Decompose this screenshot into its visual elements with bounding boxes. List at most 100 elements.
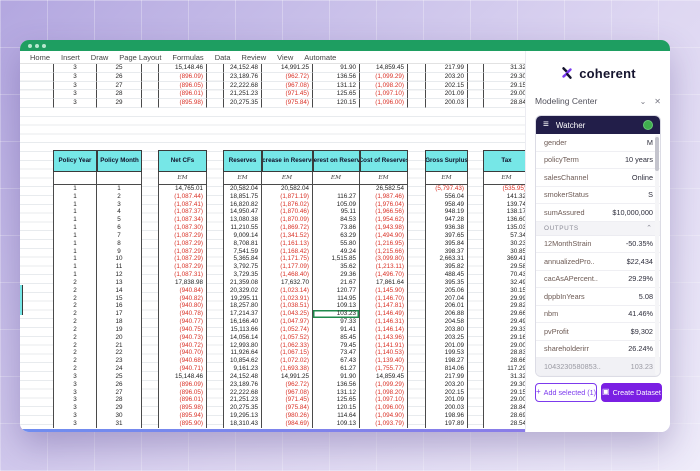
cell-policy-year[interactable]: 3 xyxy=(53,72,97,82)
cell-policy-year[interactable]: 2 xyxy=(53,349,97,358)
cell-tax[interactable]: 28.83 xyxy=(483,349,525,358)
watcher-input-row[interactable]: policyTerm 10 years xyxy=(536,152,660,169)
cell-increase-reserves[interactable]: (1,468.40) xyxy=(262,271,313,279)
cell-net-cfs[interactable]: (1,087.34) xyxy=(158,216,207,225)
cell-gross-surplus[interactable]: (5,797.43) xyxy=(425,185,468,193)
menu-tab[interactable]: Automate xyxy=(304,52,337,62)
watcher-output-row[interactable]: 12MonthStrain -50.35% xyxy=(536,236,660,253)
cell-cost-reserves[interactable]: 17,861.64 xyxy=(360,278,408,287)
cell-reserves[interactable]: 9,009.14 xyxy=(223,231,262,240)
cell-increase-reserves[interactable]: (1,870.46) xyxy=(262,208,313,217)
cell-cost-reserves[interactable]: (1,099.29) xyxy=(360,380,408,389)
cell-reserves[interactable]: 13,080.38 xyxy=(223,216,262,225)
cell-increase-reserves[interactable]: (962.72) xyxy=(262,380,313,389)
cell-tax[interactable]: 29.16 xyxy=(483,333,525,342)
cell-increase-reserves[interactable]: (1,038.51) xyxy=(262,302,313,311)
cell-policy-month[interactable]: 15 xyxy=(97,294,142,303)
cell-tax[interactable]: 30.85 xyxy=(483,247,525,256)
cell-tax[interactable]: 31.32 xyxy=(483,64,525,73)
menu-tab[interactable]: Review xyxy=(241,52,267,62)
cell-interest-reserves[interactable]: 61.27 xyxy=(313,365,360,373)
cell-interest-reserves[interactable]: 103.23 xyxy=(313,310,360,319)
cell-interest-reserves[interactable]: 1,515.85 xyxy=(313,255,360,264)
cell-cost-reserves[interactable]: (1,094.90) xyxy=(360,412,408,420)
cell-reserves[interactable]: 14,950.47 xyxy=(223,208,262,217)
cell-gross-surplus[interactable]: 203.25 xyxy=(425,333,468,342)
cell-reserves[interactable]: 12,993.80 xyxy=(223,341,262,350)
cell-reserves[interactable]: 19,295.11 xyxy=(223,294,262,303)
cell-net-cfs[interactable]: (1,087.41) xyxy=(158,200,207,209)
watcher-input-row[interactable]: salesChannel Online xyxy=(536,169,660,187)
menu-tab[interactable]: Insert xyxy=(61,52,80,62)
chevron-up-icon[interactable]: ⌃ xyxy=(646,225,652,232)
cell-gross-surplus[interactable]: 948.19 xyxy=(425,208,468,217)
cell-tax[interactable]: 136.60 xyxy=(483,216,525,225)
cell-policy-month[interactable]: 28 xyxy=(97,90,142,100)
cell-policy-month[interactable]: 3 xyxy=(97,200,142,209)
cell-policy-year[interactable]: 1 xyxy=(53,200,97,209)
cell-increase-reserves[interactable]: (1,869.72) xyxy=(262,224,313,232)
cell-interest-reserves[interactable]: 116.27 xyxy=(313,192,360,201)
cell-gross-surplus[interactable]: 197.89 xyxy=(425,419,468,428)
cell-cost-reserves[interactable]: (1,141.91) xyxy=(360,341,408,350)
hamburger-icon[interactable]: ≡ xyxy=(543,119,549,130)
cell-policy-year[interactable]: 3 xyxy=(53,372,97,381)
cell-gross-surplus[interactable]: 398.37 xyxy=(425,247,468,256)
cell-policy-month[interactable]: 18 xyxy=(97,318,142,326)
cell-interest-reserves[interactable]: 109.13 xyxy=(313,419,360,428)
cell-interest-reserves[interactable]: 105.09 xyxy=(313,200,360,209)
cell-policy-month[interactable]: 23 xyxy=(97,357,142,366)
cell-tax[interactable]: 139.74 xyxy=(483,200,525,209)
cell-increase-reserves[interactable]: (1,023.14) xyxy=(262,286,313,295)
cell-increase-reserves[interactable]: (971.45) xyxy=(262,396,313,405)
cell-tax[interactable]: 138.17 xyxy=(483,208,525,217)
cell-policy-year[interactable]: 2 xyxy=(53,318,97,326)
cell-gross-surplus[interactable]: 198.27 xyxy=(425,357,468,366)
menu-tab[interactable]: Home xyxy=(30,52,51,62)
cell-policy-year[interactable]: 3 xyxy=(53,380,97,389)
cell-net-cfs[interactable]: (1,087.44) xyxy=(158,192,207,201)
cell-gross-surplus[interactable]: 198.96 xyxy=(425,412,468,420)
cell-net-cfs[interactable]: (940.71) xyxy=(158,365,207,373)
cell-tax[interactable]: 30.15 xyxy=(483,286,525,295)
cell-policy-year[interactable]: 3 xyxy=(53,404,97,413)
cell-policy-year[interactable]: 1 xyxy=(53,208,97,217)
cell-policy-year[interactable]: 2 xyxy=(53,294,97,303)
cell-reserves[interactable]: 20,275.35 xyxy=(223,404,262,413)
cell-increase-reserves[interactable]: (962.72) xyxy=(262,72,313,82)
cell-reserves[interactable]: 8,708.81 xyxy=(223,239,262,248)
cell-policy-year[interactable]: 3 xyxy=(53,388,97,397)
cell-gross-surplus[interactable]: 203.20 xyxy=(425,380,468,389)
cell-reserves[interactable]: 24,152.48 xyxy=(223,64,262,73)
cell-net-cfs[interactable]: (940.68) xyxy=(158,357,207,366)
cell-tax[interactable]: 29.66 xyxy=(483,310,525,319)
cell-reserves[interactable]: 5,365.84 xyxy=(223,255,262,264)
cell-cost-reserves[interactable]: (1,943.98) xyxy=(360,224,408,232)
cell-tax[interactable]: 30.23 xyxy=(483,239,525,248)
cell-policy-month[interactable]: 11 xyxy=(97,263,142,272)
cell-reserves[interactable]: 16,820.82 xyxy=(223,200,262,209)
menu-tab[interactable]: Draw xyxy=(90,52,109,62)
cell-net-cfs[interactable]: (940.73) xyxy=(158,333,207,342)
cell-policy-month[interactable]: 19 xyxy=(97,325,142,334)
cell-gross-surplus[interactable]: 206.88 xyxy=(425,310,468,319)
cell-increase-reserves[interactable]: (1,693.38) xyxy=(262,365,313,373)
cell-cost-reserves[interactable]: (1,096.00) xyxy=(360,99,408,108)
scrollbar-thumb[interactable] xyxy=(655,137,659,171)
cell-net-cfs[interactable]: (1,087.29) xyxy=(158,231,207,240)
cell-cost-reserves[interactable]: (1,143.96) xyxy=(360,333,408,342)
cell-gross-surplus[interactable]: 202.15 xyxy=(425,388,468,397)
cell-interest-reserves[interactable]: 85.45 xyxy=(313,333,360,342)
cell-cost-reserves[interactable]: (1,496.70) xyxy=(360,271,408,279)
cell-policy-month[interactable]: 1 xyxy=(97,185,142,193)
cell-reserves[interactable]: 14,056.14 xyxy=(223,333,262,342)
cell-cost-reserves[interactable]: 26,582.54 xyxy=(360,185,408,193)
cell-policy-month[interactable]: 26 xyxy=(97,380,142,389)
cell-tax[interactable]: 29.15 xyxy=(483,81,525,91)
cell-policy-month[interactable]: 27 xyxy=(97,81,142,91)
cell-policy-month[interactable]: 5 xyxy=(97,216,142,225)
cell-policy-year[interactable]: 1 xyxy=(53,224,97,232)
cell-gross-surplus[interactable]: 947.28 xyxy=(425,216,468,225)
cell-cost-reserves[interactable]: (1,146.70) xyxy=(360,294,408,303)
menu-tab[interactable]: Page Layout xyxy=(119,52,162,62)
